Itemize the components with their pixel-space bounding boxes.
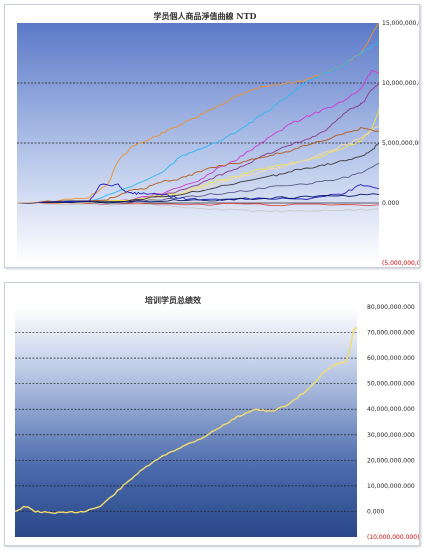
y-tick-label: 30,000,000.000 <box>367 432 415 439</box>
series-line <box>16 183 380 204</box>
y-tick-label: 20,000,000.000 <box>367 457 415 464</box>
net-value-chart: 15,000,000,000 10,000,000,000 5,000,000,00… <box>16 11 419 267</box>
y-tick-label: 15,000,000,000 <box>382 20 419 27</box>
series-line <box>16 82 380 204</box>
series-line <box>16 69 380 204</box>
y-tick-label: (10,000,000.000) <box>367 534 419 541</box>
chart-panel-total-performance: 80,000,000.000 70,000,000.000 60,000,000.0… <box>4 282 420 546</box>
series-line <box>16 201 380 213</box>
chart-title: 学员個人商品淨值曲線 NTD <box>154 11 257 21</box>
series-line <box>16 124 380 205</box>
chart-panel-net-value: 15,000,000,000 10,000,000,000 5,000,000,00… <box>4 4 420 268</box>
y-tick-label: 5,000,000,000 <box>382 140 419 147</box>
series-line <box>14 326 358 515</box>
total-performance-chart: 80,000,000.000 70,000,000.000 60,000,000.0… <box>14 295 419 541</box>
series-line <box>16 193 380 204</box>
plot-area <box>15 307 357 537</box>
y-tick-label: 50,000,000.000 <box>367 381 415 388</box>
series-line <box>16 109 380 204</box>
series-line <box>16 142 380 204</box>
y-tick-label: 80,000,000.000 <box>367 304 415 311</box>
chart-title: 培训学员总绩效 <box>145 295 201 305</box>
y-tick-label: 10,000,000.000 <box>367 483 415 490</box>
y-tick-label: 0.000 <box>382 200 399 207</box>
series-line <box>16 162 380 204</box>
series-line <box>16 127 380 204</box>
y-tick-label: 60,000,000.000 <box>367 355 415 362</box>
y-tick-label: (5,000,000,000) <box>382 260 419 267</box>
y-tick-label: 10,000,000,000 <box>382 80 419 87</box>
y-tick-label: 70,000,000.000 <box>367 330 415 337</box>
series-line <box>16 22 380 204</box>
series-line <box>17 40 380 204</box>
y-tick-label: 40,000,000.000 <box>367 406 415 413</box>
y-tick-label: 0.000 <box>367 508 384 515</box>
